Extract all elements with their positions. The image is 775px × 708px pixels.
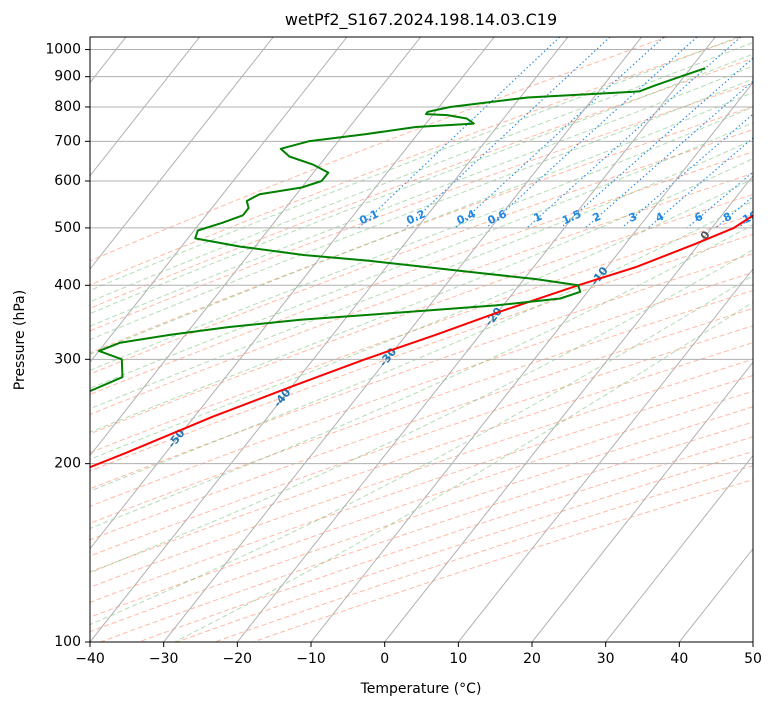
moist-adiabat bbox=[90, 78, 753, 341]
chart-title: wetPf2_S167.2024.198.14.03.C19 bbox=[285, 10, 557, 30]
y-tick-label: 800 bbox=[54, 99, 81, 115]
moist-adiabat bbox=[90, 157, 753, 433]
x-tick-label: −40 bbox=[75, 651, 105, 667]
moist-adiabat bbox=[90, 106, 753, 371]
moist-adiabat bbox=[90, 249, 753, 574]
x-tick-label: 40 bbox=[670, 651, 688, 667]
isotherm-gridline bbox=[90, 37, 274, 270]
isotherm-gridline bbox=[384, 174, 753, 642]
dry-adiabat bbox=[90, 129, 753, 375]
dry-adiabat bbox=[90, 172, 753, 415]
mixing-ratio-label: 4 bbox=[654, 210, 667, 225]
moist-adiabat bbox=[90, 224, 753, 530]
dry-adiabat bbox=[90, 193, 753, 435]
mixing-ratio-line bbox=[526, 37, 742, 229]
dry-adiabat bbox=[90, 253, 753, 490]
y-tick-label: 1000 bbox=[45, 42, 81, 58]
dry-adiabat bbox=[137, 436, 753, 642]
profile-lines bbox=[90, 67, 753, 469]
x-tick-label: 0 bbox=[380, 651, 389, 667]
moist-adiabat bbox=[90, 65, 753, 327]
isotherm-gridline bbox=[90, 37, 201, 177]
isotherm-gridline bbox=[90, 37, 348, 364]
x-tick-label: 30 bbox=[597, 651, 615, 667]
x-axis-ticks: −40 −30 −20 −10 0 10 20 30 40 50 bbox=[75, 642, 762, 667]
x-axis-label: Temperature (°C) bbox=[360, 681, 482, 697]
moist-adiabat bbox=[90, 200, 753, 492]
mixing-ratio-label: 2 bbox=[590, 210, 602, 225]
isotherm-gridline bbox=[531, 361, 753, 642]
moist-adiabat bbox=[90, 139, 753, 410]
plot-frame bbox=[89, 36, 754, 643]
isotherm-gridline bbox=[236, 37, 716, 642]
dry-adiabat bbox=[90, 271, 753, 507]
mixing-ratio-label: 0.6 bbox=[486, 207, 509, 227]
mixing-ratio-line bbox=[738, 214, 753, 229]
mixing-ratio-label: 1 bbox=[532, 210, 544, 225]
mixing-ratio-label: 0.2 bbox=[404, 207, 427, 227]
moist-adiabat bbox=[90, 53, 753, 315]
moist-adiabat bbox=[90, 178, 753, 460]
y-axis-label: Pressure (hPa) bbox=[12, 290, 28, 390]
moist-adiabat bbox=[90, 122, 753, 389]
background-lines bbox=[90, 37, 775, 642]
y-tick-label: 100 bbox=[54, 634, 81, 650]
dry-adiabat bbox=[90, 214, 753, 454]
mixing-ratio-label: 6 bbox=[693, 210, 706, 225]
moist-adiabat bbox=[90, 41, 753, 303]
isotherm-label: -50 bbox=[165, 426, 188, 450]
isotherm-gridline bbox=[90, 37, 422, 457]
mixing-ratio-line bbox=[647, 137, 753, 229]
x-tick-label: 50 bbox=[744, 651, 762, 667]
mixing-ratio-line bbox=[766, 37, 775, 228]
dry-adiabat bbox=[90, 37, 742, 286]
mixing-ratio-label: 0.1 bbox=[357, 207, 380, 227]
y-tick-label: 700 bbox=[54, 133, 81, 149]
y-tick-label: 300 bbox=[54, 351, 81, 367]
isotherm-gridline bbox=[90, 37, 569, 642]
isotherm-gridline bbox=[310, 81, 753, 642]
mixing-ratio-line bbox=[358, 37, 561, 229]
dry-adiabat bbox=[175, 450, 753, 642]
isotherm-gridline bbox=[752, 641, 753, 642]
x-tick-label: 10 bbox=[449, 651, 467, 667]
isotherm-gridline bbox=[90, 37, 495, 550]
mixing-ratio-line bbox=[485, 37, 698, 229]
y-tick-label: 400 bbox=[54, 277, 81, 293]
x-tick-label: −30 bbox=[149, 651, 179, 667]
dewpoint-line bbox=[90, 67, 706, 393]
mixing-ratio-line bbox=[621, 113, 753, 229]
temperature-line bbox=[90, 214, 753, 469]
y-tick-label: 500 bbox=[54, 220, 81, 236]
y-axis-ticks: 100 200 300 400 500 600 700 800 900 1000 bbox=[45, 42, 90, 650]
y-tick-label: 900 bbox=[54, 69, 81, 85]
y-tick-label: 600 bbox=[54, 173, 81, 189]
y-tick-label: 200 bbox=[54, 456, 81, 472]
mixing-ratio-line bbox=[405, 37, 611, 229]
mixing-ratio-line bbox=[585, 80, 753, 229]
isotherm-gridline bbox=[163, 37, 643, 642]
isotherm-gridline bbox=[457, 268, 753, 642]
mixing-ratio-line bbox=[560, 57, 753, 229]
moist-adiabat bbox=[90, 37, 739, 291]
isotherm-gridline bbox=[605, 454, 753, 642]
mixing-ratio-label: 13 bbox=[768, 208, 775, 226]
x-tick-label: 20 bbox=[523, 651, 541, 667]
x-tick-label: −10 bbox=[296, 651, 326, 667]
dry-adiabat bbox=[90, 233, 753, 472]
moist-adiabat bbox=[90, 91, 753, 355]
x-tick-label: −20 bbox=[223, 651, 253, 667]
dry-adiabat bbox=[90, 37, 667, 262]
